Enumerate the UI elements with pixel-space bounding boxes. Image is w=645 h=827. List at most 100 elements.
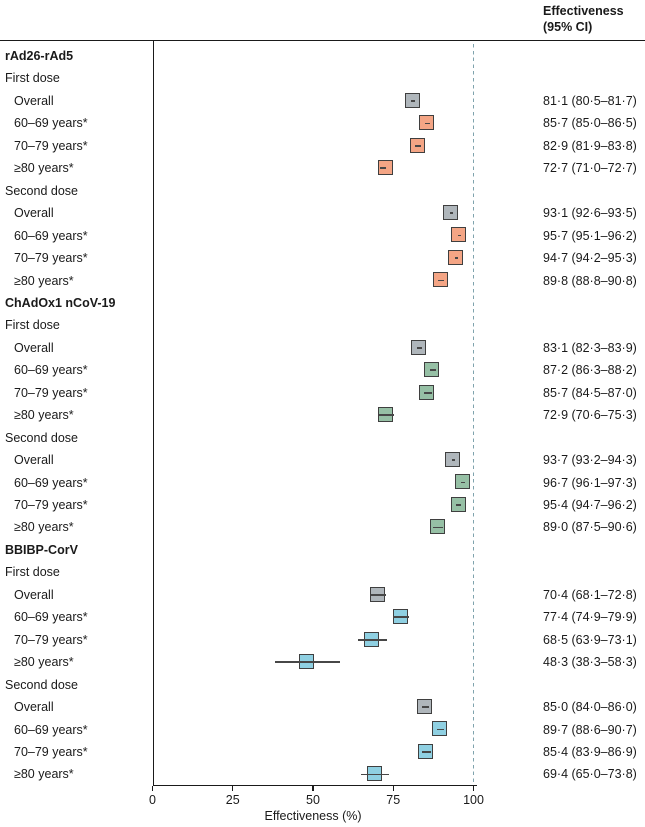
x-axis-line (152, 785, 477, 787)
dose-label: First dose (5, 318, 60, 333)
subgroup-label: ≥80 years* (14, 161, 74, 176)
effectiveness-value: 89·8 (88·8–90·8) (543, 273, 637, 288)
effectiveness-column-header: Effectiveness (95% CI) (543, 3, 624, 35)
subgroup-label: Overall (14, 587, 54, 602)
subgroup-label: 60–69 years* (14, 116, 88, 131)
effectiveness-value: 72·9 (70·6–75·3) (543, 408, 637, 423)
effectiveness-value: 82·9 (81·9–83·8) (543, 138, 637, 153)
effectiveness-value: 89·0 (87·5–90·6) (543, 520, 637, 535)
effectiveness-value: 85·4 (83·9–86·9) (543, 744, 637, 759)
effectiveness-value: 87·2 (86·3–88·2) (543, 363, 637, 378)
ci-whisker-line (275, 661, 340, 663)
x-axis-tick-mark (312, 786, 314, 792)
x-axis-tick-label: 0 (149, 793, 156, 807)
dose-label: Second dose (5, 677, 78, 692)
ci-whisker-line (457, 234, 462, 237)
effectiveness-value: 96·7 (96·1–97·3) (543, 475, 637, 490)
ci-whisker-line (423, 391, 432, 394)
subgroup-label: 70–79 years* (14, 498, 88, 512)
ci-whisker-line (425, 122, 431, 125)
ci-whisker-line (421, 751, 432, 753)
x-axis-tick-mark (232, 786, 234, 792)
top-rule (0, 40, 645, 42)
subgroup-label: 70–79 years* (14, 744, 88, 759)
effectiveness-value: 69·4 (65·0–73·8) (543, 767, 637, 782)
subgroup-label: 60–69 years* (14, 610, 88, 625)
y-axis-line (152, 41, 154, 785)
ci-whisker-line (433, 526, 444, 529)
dose-label: Second dose (5, 430, 78, 445)
ci-whisker-line (371, 593, 387, 596)
ci-whisker-line (380, 167, 386, 170)
subgroup-label: 70–79 years* (14, 385, 88, 400)
vaccine-section-label: ChAdOx1 nCoV-19 (5, 295, 116, 310)
ci-whisker-line (416, 347, 422, 349)
x-axis-tick-label: 25 (225, 793, 240, 807)
ci-whisker-line (379, 414, 395, 417)
effectiveness-value: 94·7 (94·2–95·3) (543, 251, 637, 266)
subgroup-label: Overall (14, 453, 54, 468)
x-axis-tick-label: 75 (386, 793, 401, 807)
subgroup-label: Overall (14, 700, 54, 715)
effectiveness-value: 70·4 (68·1–72·8) (543, 587, 637, 602)
ci-whisker-line (454, 257, 459, 259)
subgroup-label: ≥80 years* (14, 520, 74, 535)
subgroup-label: ≥80 years* (14, 767, 74, 782)
ci-whisker-line (437, 279, 444, 282)
subgroup-label: 60–69 years* (14, 475, 88, 490)
subgroup-label: Overall (14, 340, 54, 355)
x-axis-tick-mark (472, 786, 475, 792)
subgroup-label: ≥80 years* (14, 273, 74, 288)
ci-whisker-line (392, 616, 409, 619)
col-header-line1: Effectiveness (543, 4, 624, 18)
ci-whisker-line (357, 638, 388, 641)
effectiveness-value: 95·7 (95·1–96·2) (543, 228, 637, 243)
effectiveness-value: 48·3 (38·3–58·3) (543, 655, 637, 670)
dose-label: First dose (5, 565, 60, 580)
ci-whisker-line (410, 100, 415, 102)
effectiveness-value: 95·4 (94·7–96·2) (543, 498, 637, 512)
effectiveness-value: 81·1 (80·5–81·7) (543, 93, 637, 108)
ci-whisker-line (451, 459, 456, 461)
ci-whisker-line (460, 481, 465, 484)
effectiveness-value: 83·1 (82·3–83·9) (543, 340, 637, 355)
subgroup-label: 60–69 years* (14, 228, 88, 243)
ci-whisker-line (456, 504, 462, 506)
effectiveness-value: 85·7 (85·0–86·5) (543, 116, 637, 131)
dose-label: Second dose (5, 183, 78, 198)
subgroup-label: ≥80 years* (14, 408, 74, 423)
subgroup-label: Overall (14, 93, 54, 108)
effectiveness-value: 77·4 (74·9–79·9) (543, 610, 637, 625)
x-axis-tick-label: 50 (306, 793, 320, 807)
ci-whisker-line (422, 706, 429, 708)
x-axis-title: Effectiveness (%) (264, 809, 362, 823)
vaccine-section-label: BBIBP-CorV (5, 542, 78, 557)
effectiveness-value: 89·7 (88·6–90·7) (543, 722, 637, 737)
effectiveness-value: 93·7 (93·2–94·3) (543, 453, 637, 468)
effectiveness-value: 68·5 (63·9–73·1) (543, 632, 637, 647)
ci-whisker-line (361, 773, 390, 776)
x-axis-tick-mark (151, 786, 154, 792)
x-axis-tick-label: 100 (463, 793, 484, 807)
subgroup-label: 70–79 years* (14, 632, 88, 647)
vaccine-section-label: rAd26-rAd5 (5, 49, 74, 63)
effectiveness-value: 72·7 (71·0–72·7) (543, 161, 637, 176)
subgroup-label: 70–79 years* (14, 138, 88, 153)
effectiveness-value: 85·0 (84·0–86·0) (543, 700, 637, 715)
subgroup-label: 70–79 years* (14, 251, 88, 266)
ci-whisker-line (449, 212, 453, 214)
subgroup-label: 60–69 years* (14, 722, 88, 737)
effectiveness-value: 93·1 (92·6–93·5) (543, 206, 637, 221)
x-axis-tick-mark (392, 786, 394, 792)
effectiveness-value: 85·7 (84·5–87·0) (543, 385, 637, 400)
reference-line-100 (472, 44, 475, 784)
col-header-line2: (95% CI) (543, 20, 593, 34)
ci-whisker-line (436, 728, 444, 731)
ci-whisker-line (429, 369, 436, 372)
dose-label: First dose (5, 71, 60, 86)
subgroup-label: 60–69 years* (14, 363, 88, 378)
subgroup-label: Overall (14, 206, 54, 221)
subgroup-label: ≥80 years* (14, 655, 74, 670)
ci-whisker-line (415, 144, 422, 147)
